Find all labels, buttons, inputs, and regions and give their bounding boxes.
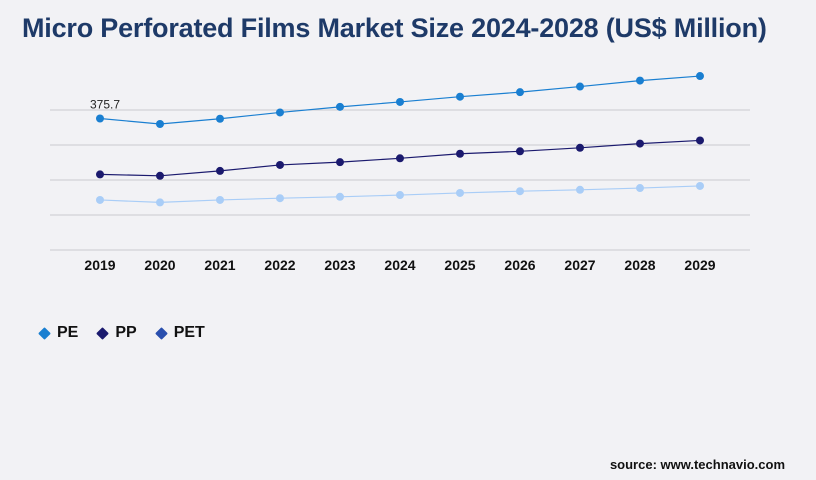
legend-marker-pp [96,326,110,340]
legend-marker-pe [38,326,51,340]
data-point-pe [156,120,164,128]
data-point-pe [396,97,404,106]
data-point-pet [276,194,284,203]
legend-marker-pet [154,326,168,340]
legend-label-pp: PP [115,324,137,341]
legend-item-pet: PET [154,324,205,342]
legend-label-pe: PE [57,324,79,341]
chart-legend: PE PP PET [38,324,225,342]
x-tick-label: 2023 [324,257,355,273]
data-point-pet [516,187,524,196]
data-point-pp [456,149,464,158]
data-point-pet [156,198,164,207]
data-point-pp [156,171,164,180]
data-point-pp [276,160,284,169]
data-point-pp [336,158,344,167]
x-tick-label: 2019 [84,257,115,273]
x-tick-label: 2025 [444,257,475,273]
data-point-pp [576,143,584,152]
data-point-pe [576,82,584,91]
data-point-pe [456,92,464,101]
data-point-pet [216,195,224,204]
legend-label-pet: PET [173,324,205,341]
x-tick-label: 2029 [684,257,715,273]
x-tick-label: 2020 [144,257,175,273]
data-point-pp [636,139,644,148]
data-point-pet [636,184,644,193]
x-tick-label: 2027 [564,257,595,273]
data-point-pet [96,195,104,204]
data-point-pe [216,114,224,123]
data-point-pe [696,72,704,81]
x-tick-label: 2028 [624,257,655,273]
data-point-pet [576,185,584,194]
data-point-pet [456,188,464,197]
source-credit: source: www.technavio.com [609,457,785,472]
data-point-pp [516,147,524,156]
data-point-pp [216,166,224,175]
data-point-pe [96,114,104,123]
legend-item-pp: PP [96,324,137,342]
legend-item-pe: PE [38,324,79,342]
data-point-pe [276,108,284,117]
x-tick-label: 2026 [504,257,535,273]
data-point-pp [396,154,404,163]
data-point-pp [96,170,104,179]
chart-title: Micro Perforated Films Market Size 2024-… [22,13,767,43]
data-point-pp [696,136,704,145]
data-point-pe [516,88,524,97]
x-tick-label: 2022 [264,257,295,273]
data-point-pet [696,181,704,190]
data-point-pe [336,102,344,111]
data-point-pe [636,76,644,85]
x-tick-label: 2024 [384,257,415,273]
data-point-pet [396,191,404,200]
x-tick-label: 2021 [204,257,235,273]
data-point-pet [336,192,344,201]
data-label: 375.7 [90,98,120,112]
